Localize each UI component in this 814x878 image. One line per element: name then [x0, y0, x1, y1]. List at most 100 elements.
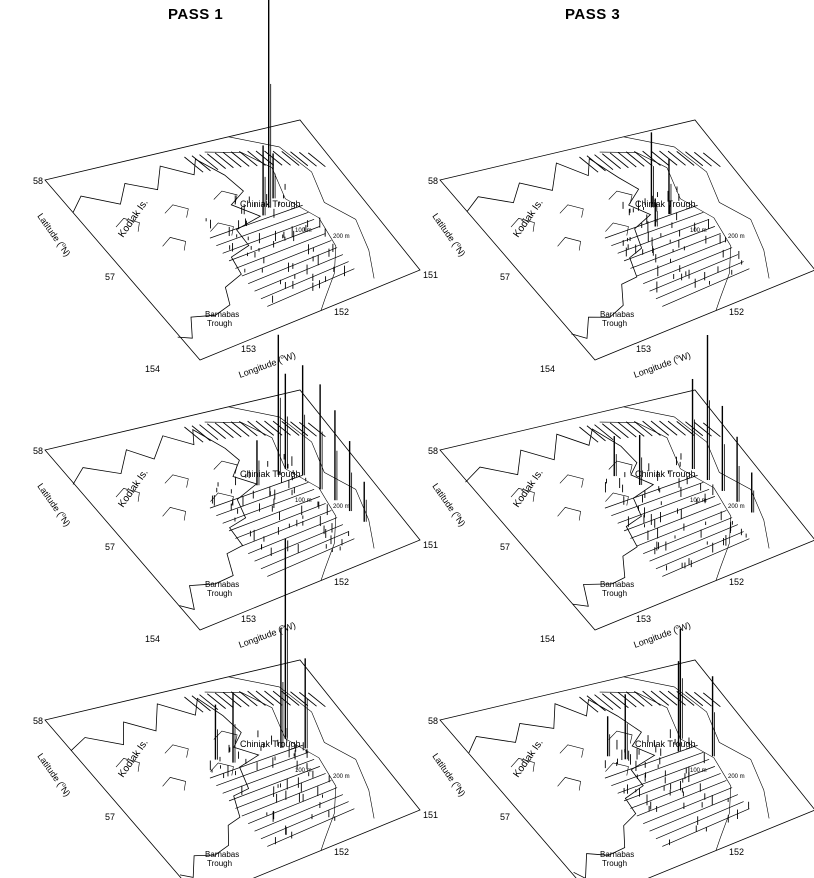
- chiniak-trough-label: Chiniak Trough: [240, 739, 301, 749]
- transect-line: [209, 744, 303, 779]
- column-title-pass-1: PASS 1: [168, 6, 224, 23]
- latitude-axis-label: Latitude (oN): [35, 481, 72, 528]
- isobath-100m-label: 100 m: [690, 498, 707, 504]
- longitude-tick-151: 151: [423, 810, 438, 820]
- isobath-200m-label: 200 m: [333, 774, 350, 780]
- transect-line: [623, 226, 716, 262]
- transect-segment: [659, 420, 678, 436]
- transect-segment: [281, 421, 300, 436]
- coast-inlet: [162, 507, 186, 521]
- longitude-axis-label: Longitude (oW): [237, 350, 297, 380]
- transect-segment: [650, 420, 670, 436]
- latitude-tick-58: 58: [33, 716, 43, 726]
- longitude-tick-151: 151: [423, 540, 438, 550]
- transect-segment: [239, 421, 258, 437]
- transect-line: [216, 481, 309, 517]
- panel-frame: [439, 659, 814, 878]
- latitude-tick-58: 58: [33, 176, 43, 186]
- transect-segment: [625, 691, 645, 707]
- latitude-tick-58: 58: [428, 716, 438, 726]
- coast-inlet: [557, 507, 581, 521]
- kodiak-coastline: [468, 698, 656, 878]
- transect-segment: [634, 691, 653, 707]
- transect-line: [655, 531, 744, 570]
- transect-line: [636, 780, 727, 817]
- longitude-tick-153: 153: [241, 344, 256, 354]
- transect-line: [228, 226, 321, 262]
- transect-line: [649, 794, 739, 832]
- transect-line: [630, 503, 721, 539]
- transect-segment: [676, 421, 695, 436]
- transect-segment: [222, 151, 242, 168]
- longitude-axis-label: Longitude (oW): [632, 620, 692, 650]
- kodiak-island-label: Kodiak Is.: [511, 197, 545, 239]
- barnabas-trough-label: Barnabas: [205, 580, 239, 589]
- transect-segment: [290, 151, 309, 167]
- map-panel-pass1-row3: 58 57 Latitude (oN) 154 153 152 151 Longitude (…: [33, 538, 438, 878]
- transect-segment: [601, 153, 621, 169]
- transect-line: [636, 510, 727, 547]
- isobath-100m-label: 100 m: [295, 228, 312, 234]
- transect-line: [228, 766, 321, 802]
- latitude-tick-57: 57: [105, 542, 115, 552]
- transect-segment: [601, 423, 621, 439]
- longitude-tick-152: 152: [334, 307, 349, 317]
- transect-segment: [206, 423, 226, 439]
- kodiak-coastline: [72, 158, 262, 339]
- longitude-tick-152: 152: [334, 847, 349, 857]
- barnabas-trough-label: Barnabas: [205, 310, 239, 319]
- transect-segment: [694, 421, 712, 437]
- transect-segment: [255, 690, 275, 706]
- coast-inlet: [164, 744, 189, 758]
- transect-line: [216, 211, 309, 247]
- panel-frame: [44, 659, 421, 878]
- kodiak-coastline: [72, 428, 258, 610]
- latitude-tick-58: 58: [428, 446, 438, 456]
- transect-line: [617, 219, 710, 254]
- transect-segment: [586, 695, 606, 712]
- isobath-100m: [204, 691, 337, 851]
- isobath-200m: [623, 406, 770, 549]
- latitude-tick-57: 57: [500, 272, 510, 282]
- isobath-100m-label: 100 m: [690, 228, 707, 234]
- longitude-tick-152: 152: [729, 577, 744, 587]
- map-panel-pass1-row1: 58 57 Latitude (oN) 154 153 152 151 Longitude (…: [33, 0, 438, 380]
- isobath-100m: [599, 691, 732, 851]
- transect-line: [649, 254, 739, 292]
- transect-line: [604, 744, 698, 779]
- kodiak-island-label: Kodiak Is.: [511, 467, 545, 509]
- kodiak-island-label: Kodiak Is.: [116, 737, 150, 779]
- transect-line: [222, 489, 315, 524]
- coast-inlet: [213, 460, 238, 474]
- transect-segment: [659, 690, 678, 706]
- transect-line: [267, 268, 355, 307]
- latitude-axis-label: Latitude (oN): [430, 211, 467, 258]
- transect-line: [222, 219, 315, 254]
- coast-inlet: [115, 218, 140, 232]
- transect-line: [617, 759, 710, 794]
- transect-line: [636, 240, 727, 277]
- latitude-tick-57: 57: [500, 542, 510, 552]
- transect-segment: [199, 154, 219, 171]
- transect-line: [216, 751, 309, 787]
- panel-frame: [44, 389, 421, 631]
- coast-inlet: [213, 730, 238, 744]
- coast-inlet: [213, 190, 238, 204]
- isobath-200m: [228, 136, 375, 279]
- transect-segment: [634, 151, 653, 167]
- transect-segment: [702, 422, 721, 438]
- transect-segment: [625, 421, 645, 437]
- isobath-100m-label: 100 m: [295, 768, 312, 774]
- transect-line: [662, 808, 750, 847]
- transect-segment: [601, 693, 621, 709]
- transect-segment: [191, 425, 211, 442]
- longitude-tick-153: 153: [241, 614, 256, 624]
- kodiak-island-label: Kodiak Is.: [116, 467, 150, 509]
- transect-segment: [594, 424, 614, 441]
- transect-line: [248, 517, 338, 554]
- transect-segment: [222, 421, 242, 438]
- transect-line: [649, 524, 739, 562]
- transect-segment: [642, 690, 661, 706]
